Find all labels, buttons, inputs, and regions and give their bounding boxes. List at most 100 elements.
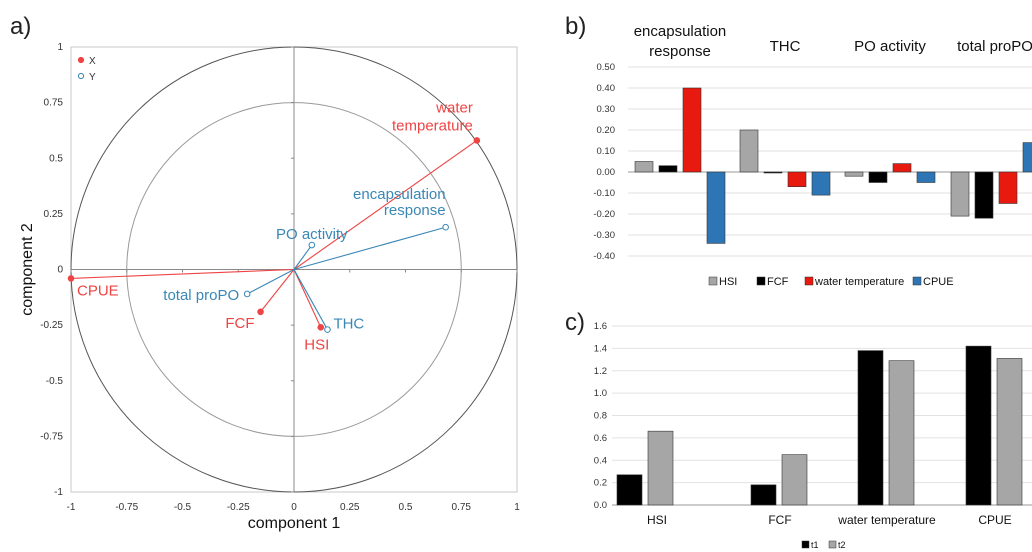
point-Y-0 — [442, 223, 449, 231]
y-tick-label: -0.5 — [46, 376, 64, 387]
y-tick-label: 0.2 — [594, 478, 607, 489]
x-tick-label: 1 — [514, 502, 520, 513]
bar-HSI-1 — [739, 129, 759, 173]
point-X-2 — [257, 308, 264, 316]
point-label: total proPO — [163, 287, 239, 304]
y-tick-label: 1 — [57, 42, 63, 53]
bar-t1-0 — [616, 474, 643, 506]
bar-FCF-2 — [868, 171, 888, 183]
bar-CPUE-0 — [706, 171, 726, 244]
y-tick-label: 0.0 — [594, 500, 607, 511]
vector-X-3 — [293, 269, 322, 328]
point-label: PO activity — [276, 226, 348, 243]
point-label: water — [435, 99, 473, 116]
bar-water-temperature-1 — [787, 171, 807, 187]
point-label: THC — [333, 316, 364, 333]
bar-t2-2 — [888, 360, 915, 506]
legend-label-Y: Y — [89, 72, 96, 83]
y-tick-label: 0.4 — [594, 455, 607, 466]
bar-water-temperature-3 — [998, 171, 1018, 204]
time-bar-panel: 0.0 0.2 0.4 0.6 0.8 1.0 1.2 1.4 1.6 HSI FCF water t… — [594, 321, 1032, 550]
point-Y-3 — [324, 326, 331, 333]
y-tick-label: 0.75 — [44, 98, 64, 109]
point-Y-1 — [308, 241, 316, 249]
category-label: THC — [770, 38, 801, 55]
x-tick-label: -0.25 — [227, 502, 250, 513]
y-tick-label: -0.30 — [593, 230, 615, 241]
y-tick-label: 0.25 — [44, 209, 64, 220]
x-tick-label: 0 — [291, 502, 297, 513]
bar-CPUE-2 — [916, 171, 936, 183]
category-label: HSI — [647, 513, 667, 527]
point-Y-2 — [243, 290, 251, 298]
y-tick-label: -1 — [54, 487, 63, 498]
x-tick-label: -1 — [67, 502, 76, 513]
biplot-panel: -1 -0.75 -0.5 -0.25 0 0.25 0.5 0.75 1 -1 -0.75 -0.5… — [19, 42, 520, 532]
bar-FCF-1 — [763, 171, 783, 174]
vector-Y-2 — [246, 269, 295, 295]
loadings-bar-panel: -0.40 -0.30 -0.20 -0.10 0.00 0.10 0.20 0.30 0.40… — [593, 23, 1032, 288]
bar-HSI-3 — [950, 171, 970, 217]
bar-water-temperature-2 — [892, 163, 912, 173]
legend-swatch-1 — [756, 276, 766, 286]
y-tick-label: 0 — [57, 265, 63, 276]
y-tick-label: 0.30 — [597, 104, 616, 115]
legend-label-1: FCF — [767, 276, 789, 288]
vector-Y-1 — [293, 244, 313, 270]
x-tick-label: 0.5 — [399, 502, 413, 513]
y-tick-label: 0.50 — [597, 62, 616, 73]
category-label: PO activity — [854, 38, 926, 55]
vector-X-0 — [293, 140, 478, 270]
legend-swatch-t2 — [828, 540, 837, 549]
y-tick-label: 0.6 — [594, 433, 607, 444]
bar-t1-2 — [857, 350, 884, 506]
y-tick-label: 0.40 — [597, 83, 616, 94]
bar-t2-3 — [996, 358, 1023, 506]
y-axis-title: component 2 — [19, 223, 36, 316]
point-label: encapsulation — [353, 186, 446, 203]
y-tick-label: -0.20 — [593, 209, 615, 220]
legend-label-X: X — [89, 56, 96, 67]
category-label: total proPO — [957, 38, 1032, 55]
x-tick-label: -0.5 — [174, 502, 192, 513]
y-tick-label: 0.5 — [49, 153, 63, 164]
y-tick-label: 1.0 — [594, 388, 607, 399]
point-X-3 — [317, 324, 325, 331]
x-tick-label: 0.25 — [340, 502, 360, 513]
legend-label-t2: t2 — [838, 540, 846, 550]
bar-FCF-0 — [658, 165, 678, 173]
legend-swatch-t1 — [801, 540, 810, 549]
x-tick-label: -0.75 — [115, 502, 138, 513]
legend-swatch-3 — [912, 276, 922, 286]
vector-X-2 — [260, 269, 295, 313]
panel-a-label: a) — [10, 13, 31, 40]
y-tick-label: -0.25 — [40, 320, 63, 331]
bar-t1-1 — [750, 484, 777, 506]
point-label: CPUE — [77, 282, 119, 299]
category-label: response — [649, 43, 711, 60]
legend-label-3: CPUE — [923, 276, 954, 288]
y-tick-label: -0.75 — [40, 431, 63, 442]
point-label: temperature — [392, 117, 473, 134]
y-tick-label: 1.4 — [594, 343, 607, 354]
y-tick-label: 0.10 — [597, 146, 616, 157]
y-tick-label: -0.40 — [593, 251, 615, 262]
category-label: water temperature — [837, 513, 936, 527]
bar-CPUE-3 — [1022, 142, 1032, 173]
legend-marker-Y — [77, 72, 85, 80]
y-tick-label: 1.6 — [594, 321, 607, 332]
vector-X-1 — [70, 268, 295, 279]
y-tick-label: 1.2 — [594, 366, 607, 377]
panel-c-label: c) — [565, 309, 585, 336]
y-tick-label: 0.8 — [594, 411, 607, 422]
legend-swatch-2 — [804, 276, 814, 286]
bar-t2-1 — [781, 454, 808, 506]
bar-FCF-3 — [974, 171, 994, 219]
x-tick-label: 0.75 — [452, 502, 472, 513]
y-tick-label: 0.00 — [597, 167, 616, 178]
legend-label-2: water temperature — [814, 276, 904, 288]
legend-swatch-0 — [708, 276, 718, 286]
bar-HSI-0 — [634, 161, 654, 173]
vector-Y-3 — [293, 269, 328, 330]
